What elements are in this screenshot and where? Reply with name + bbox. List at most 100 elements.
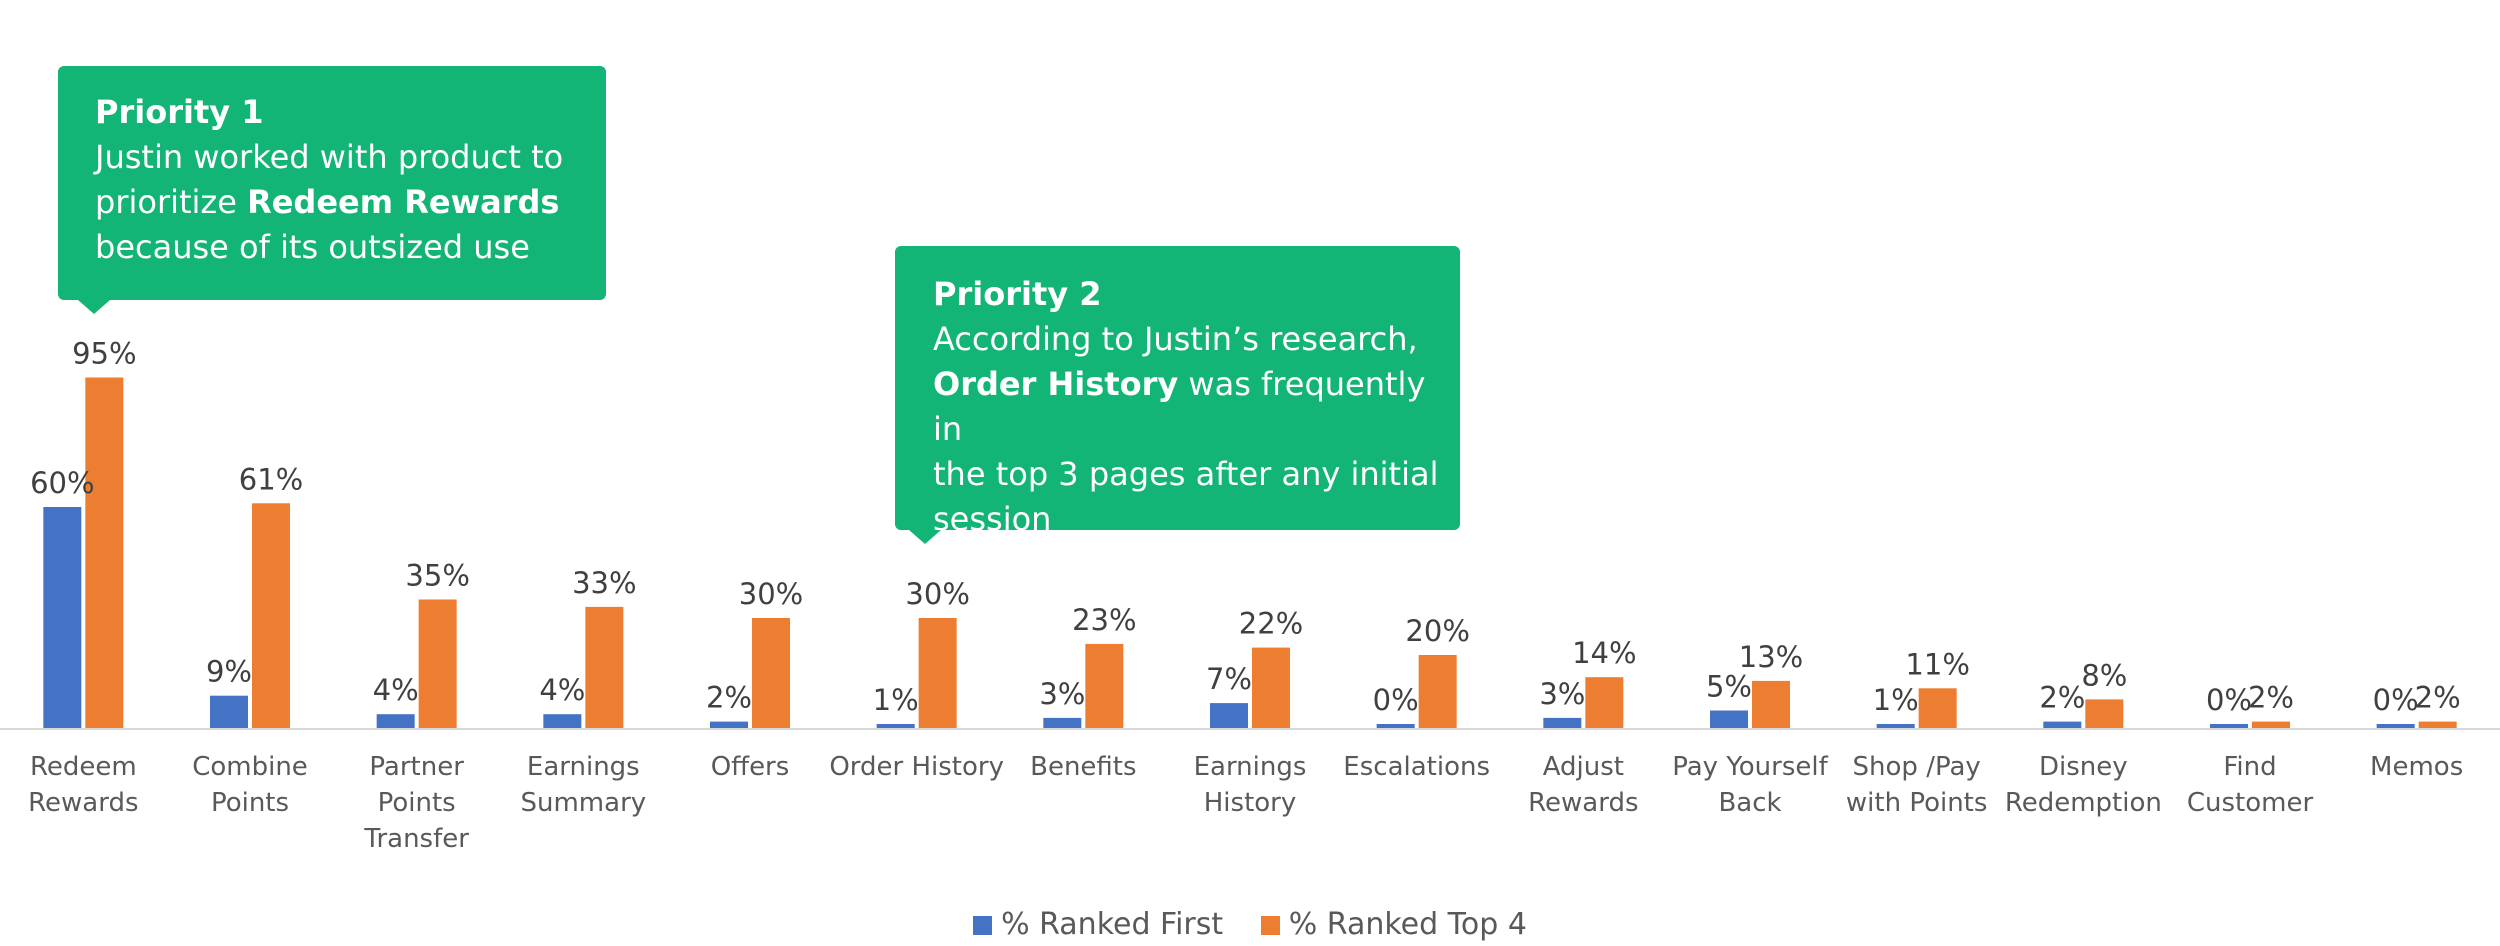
- category-labels-group: Redeem Rewards Combine Points Partner Points T…: [28, 752, 2463, 854]
- category-label-line: Summary: [521, 788, 647, 818]
- data-label: 0%: [1373, 683, 1419, 717]
- value-labels-group: 60% 95% 9% 61% 4% 35% 4% 33% 2% 30% 1% 30% 3% 23% 7% 22…: [30, 337, 2461, 718]
- data-label: 2%: [2248, 681, 2294, 715]
- bar-ranked-first-combine-points: [210, 695, 248, 729]
- category-label: Redeem Rewards: [28, 752, 138, 818]
- bar-ranked-first-adjust-rewards: [1543, 717, 1582, 729]
- callout-highlight: Order History: [933, 365, 1179, 403]
- priority-2-callout: Priority 2 According to Justin’s researc…: [895, 246, 1460, 544]
- category-label-line: Shop /Pay: [1853, 752, 1981, 782]
- category-label: Earnings History: [1194, 752, 1307, 818]
- category-label-line: Find: [2223, 752, 2276, 782]
- bar-ranked-first-earnings-history: [1210, 703, 1248, 729]
- data-label: 2%: [706, 681, 752, 715]
- data-label: 35%: [405, 559, 469, 593]
- data-label: 23%: [1072, 603, 1136, 637]
- bar-ranked-first-memos: [2376, 724, 2415, 729]
- callout-pointer: [909, 530, 941, 544]
- category-label: Memos: [2370, 752, 2463, 782]
- bar-ranked-top-4-partner-points-transfer: [418, 599, 457, 729]
- callout-title: Priority 2: [933, 275, 1102, 313]
- category-label-line: Order History: [829, 752, 1004, 782]
- bar-ranked-first-pay-yourself-back: [1710, 710, 1748, 729]
- callout-line: Order History was frequently in: [933, 362, 1460, 452]
- category-label-line: Pay Yourself: [1672, 752, 1828, 782]
- callout-pointer: [78, 300, 110, 314]
- data-label: 30%: [739, 577, 803, 611]
- category-label: Find Customer: [2187, 752, 2314, 818]
- category-label-line: Earnings: [527, 752, 640, 782]
- bar-chart: 60% 95% 9% 61% 4% 35% 4% 33% 2% 30% 1% 30% 3% 23% 7% 22…: [0, 337, 2500, 854]
- data-label: 2%: [2415, 681, 2461, 715]
- data-label: 22%: [1239, 607, 1303, 641]
- bar-ranked-top-4-pay-yourself-back: [1752, 680, 1790, 729]
- category-label: Offers: [711, 752, 790, 782]
- callout-highlight: Redeem Rewards: [247, 183, 560, 221]
- category-label-line: Earnings: [1194, 752, 1307, 782]
- category-label: Combine Points: [192, 752, 308, 818]
- data-label: 0%: [2373, 683, 2419, 717]
- bar-ranked-top-4-benefits: [1085, 643, 1124, 729]
- category-label-line: Points: [211, 788, 289, 818]
- bar-ranked-first-order-history: [876, 724, 915, 729]
- bar-ranked-top-4-earnings-summary: [585, 606, 624, 729]
- legend-item-ranked-first: % Ranked First: [973, 907, 1223, 942]
- bar-ranked-top-4-disney-redemption: [2085, 699, 2124, 729]
- category-label-line: Redemption: [2005, 788, 2162, 818]
- category-label: Order History: [829, 752, 1004, 782]
- data-label: 14%: [1572, 636, 1636, 670]
- category-label: Benefits: [1030, 752, 1136, 782]
- bar-ranked-first-redeem-rewards: [43, 507, 82, 729]
- category-label: Partner Points Transfer: [363, 752, 469, 854]
- callout-title: Priority 1: [95, 93, 264, 131]
- category-label-line: Points: [378, 788, 456, 818]
- callout-line: Justin worked with product to: [95, 138, 564, 176]
- data-label: 20%: [1405, 614, 1469, 648]
- bar-ranked-top-4-memos: [2418, 721, 2457, 729]
- category-label: Escalations: [1343, 752, 1490, 782]
- callout-line: session: [933, 500, 1052, 538]
- data-label: 60%: [30, 466, 94, 500]
- category-label-line: Redeem: [30, 752, 137, 782]
- category-label: Adjust Rewards: [1528, 752, 1638, 818]
- bar-ranked-first-offers: [710, 721, 748, 729]
- bar-ranked-top-4-earnings-history: [1252, 647, 1290, 729]
- data-label: 95%: [72, 337, 136, 371]
- legend-label: % Ranked Top 4: [1288, 907, 1527, 942]
- data-label: 0%: [2206, 683, 2252, 717]
- category-label-line: with Points: [1846, 788, 1988, 818]
- bar-ranked-top-4-order-history: [918, 618, 957, 729]
- bar-ranked-first-shop-pay-with-points: [1876, 724, 1915, 729]
- bars-group: [43, 377, 2457, 729]
- callout-text: prioritize: [95, 183, 248, 221]
- category-label-line: Disney: [2039, 752, 2128, 782]
- data-label: 3%: [1039, 677, 1085, 711]
- bar-ranked-top-4-combine-points: [252, 503, 290, 729]
- category-label-line: Benefits: [1030, 752, 1136, 782]
- callout-line: because of its outsized use: [95, 228, 530, 266]
- priority-1-callout: Priority 1 Justin worked with product to…: [58, 66, 606, 314]
- category-label-line: Rewards: [1528, 788, 1638, 818]
- category-label: Earnings Summary: [521, 752, 647, 818]
- data-label: 30%: [905, 577, 969, 611]
- category-label-line: Offers: [711, 752, 790, 782]
- bar-ranked-top-4-adjust-rewards: [1585, 677, 1624, 729]
- data-label: 11%: [1905, 647, 1969, 681]
- category-label-line: Combine: [192, 752, 308, 782]
- category-label-line: Partner: [369, 752, 464, 782]
- bar-ranked-first-disney-redemption: [2043, 721, 2082, 729]
- category-label: Pay Yourself Back: [1672, 752, 1828, 818]
- category-label-line: Back: [1718, 788, 1781, 818]
- data-label: 4%: [539, 673, 585, 707]
- bar-ranked-top-4-find-customer: [2252, 721, 2290, 729]
- category-label-line: Memos: [2370, 752, 2463, 782]
- data-label: 9%: [206, 655, 252, 689]
- category-label: Disney Redemption: [2005, 752, 2162, 818]
- bar-ranked-first-partner-points-transfer: [376, 714, 415, 729]
- data-label: 61%: [239, 462, 303, 496]
- data-label: 7%: [1206, 662, 1252, 696]
- category-label-line: Rewards: [28, 788, 138, 818]
- chart-legend: % Ranked First % Ranked Top 4: [0, 906, 2500, 942]
- legend-swatch: [1260, 916, 1280, 935]
- data-label: 2%: [2039, 681, 2085, 715]
